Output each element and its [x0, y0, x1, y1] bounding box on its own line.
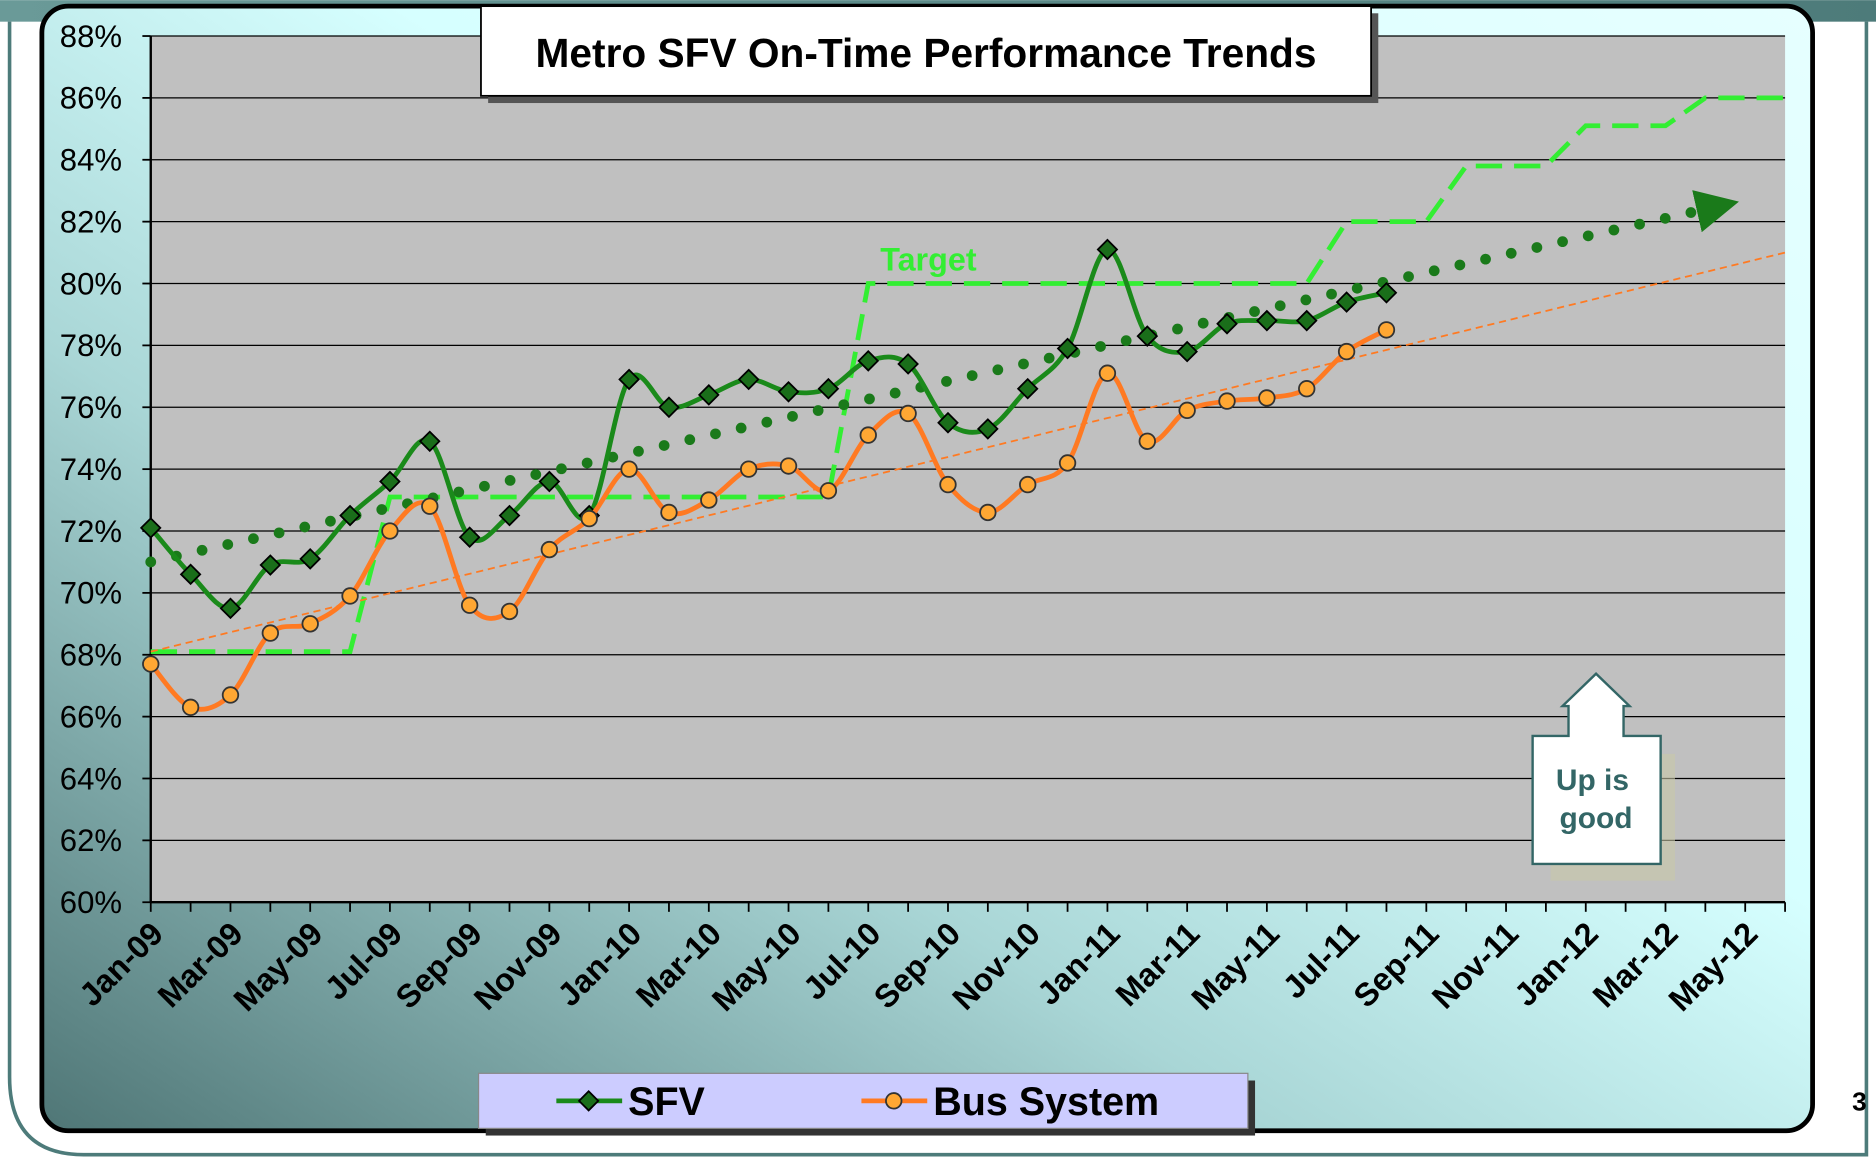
sfv-marker	[697, 384, 720, 406]
sfv-marker	[1375, 281, 1398, 304]
title-box	[480, 5, 1373, 97]
sfv-marker	[139, 517, 162, 539]
y-tick-label: 70%	[60, 576, 122, 611]
bus-marker	[1019, 475, 1037, 494]
sfv-marker	[1256, 309, 1278, 332]
sfv-marker	[777, 380, 800, 403]
legend-marker	[577, 1090, 600, 1112]
bus-marker	[979, 503, 997, 522]
annotation: Up is	[1556, 764, 1629, 797]
bus-marker	[261, 624, 280, 642]
bus-marker	[939, 475, 957, 494]
chart-title: Metro SFV On-Time Performance Trends	[536, 30, 1317, 76]
y-tick-label: 86%	[60, 81, 122, 116]
sfv-marker	[1096, 238, 1119, 261]
sfv-marker	[379, 470, 401, 493]
sfv-marker	[299, 548, 322, 570]
y-tick-label: 62%	[60, 823, 122, 858]
bus-marker	[1377, 321, 1396, 339]
y-tick-label: 84%	[60, 143, 122, 178]
sfv-marker	[1016, 377, 1039, 400]
bus-marker	[700, 491, 718, 509]
sfv-marker	[857, 350, 880, 372]
page-number: 3	[1852, 1086, 1867, 1116]
sfv-marker	[897, 353, 919, 375]
sfv-marker	[618, 368, 640, 391]
legend-label: SFV	[628, 1080, 705, 1124]
bus-marker	[819, 482, 838, 500]
y-tick-label: 78%	[60, 328, 122, 363]
bus-marker	[540, 540, 559, 559]
sfv-marker	[1176, 340, 1198, 363]
sfv-marker	[498, 504, 521, 527]
sfv-marker	[418, 430, 441, 453]
sfv-marker	[737, 368, 760, 391]
y-tick-label: 68%	[60, 638, 122, 673]
sfv-marker	[817, 377, 840, 400]
target-line	[150, 95, 1786, 655]
bus-marker	[1337, 342, 1356, 361]
series-line	[148, 327, 1388, 712]
target-label: Target	[880, 242, 977, 278]
sfv-marker	[458, 526, 481, 549]
bus-marker	[660, 503, 678, 522]
sfv-marker	[1136, 325, 1159, 347]
bus-marker	[341, 587, 359, 605]
bus-marker	[460, 596, 479, 614]
sfv-marker	[1335, 291, 1358, 313]
bus-marker	[1298, 380, 1316, 398]
annotation: good	[1559, 802, 1632, 835]
sfv-marker	[658, 396, 680, 419]
bus-marker	[301, 615, 319, 633]
sfv-marker	[1295, 309, 1318, 332]
y-tick-label: 64%	[60, 761, 122, 796]
sfv-marker	[219, 597, 242, 620]
y-tick-label: 72%	[60, 514, 122, 549]
legend-marker	[885, 1092, 903, 1110]
bus-marker	[1098, 364, 1117, 382]
slide-frame	[7, 21, 1869, 1157]
bus-marker	[1258, 389, 1276, 407]
bus-marker	[500, 602, 519, 621]
sfv-marker	[259, 554, 282, 576]
bus-marker	[421, 497, 439, 515]
bus-marker	[142, 655, 160, 673]
y-tick-label: 76%	[60, 390, 122, 425]
sfv-marker	[937, 411, 959, 434]
bus-marker	[1138, 432, 1156, 450]
sfv-marker	[538, 470, 561, 493]
y-tick-label: 88%	[60, 19, 122, 54]
sfv-marker	[977, 418, 999, 440]
bus-marker	[580, 509, 598, 528]
y-tick-label: 74%	[60, 452, 122, 487]
bus-marker	[181, 698, 200, 717]
trend-line	[145, 190, 1739, 568]
bus-marker	[859, 426, 877, 444]
sfv-marker	[179, 563, 202, 586]
callout-arrow	[1531, 672, 1662, 866]
bus-marker	[899, 404, 917, 423]
y-tick-label: 80%	[60, 266, 122, 301]
bus-marker	[1178, 401, 1196, 420]
y-tick-label: 66%	[60, 699, 122, 734]
bus-marker	[221, 686, 240, 704]
sfv-marker	[1216, 312, 1238, 335]
bus-marker	[779, 457, 798, 475]
trend-line	[150, 251, 1786, 653]
y-tick-label: 82%	[60, 204, 122, 239]
sfv-marker	[1056, 337, 1079, 360]
bus-marker	[620, 460, 638, 478]
bus-marker	[1058, 454, 1077, 472]
sfv-marker	[339, 504, 361, 527]
y-tick-label: 60%	[60, 885, 122, 920]
legend-label: Bus System	[933, 1080, 1159, 1124]
bus-marker	[1218, 392, 1236, 410]
bus-marker	[739, 460, 758, 478]
bus-marker	[381, 522, 399, 540]
